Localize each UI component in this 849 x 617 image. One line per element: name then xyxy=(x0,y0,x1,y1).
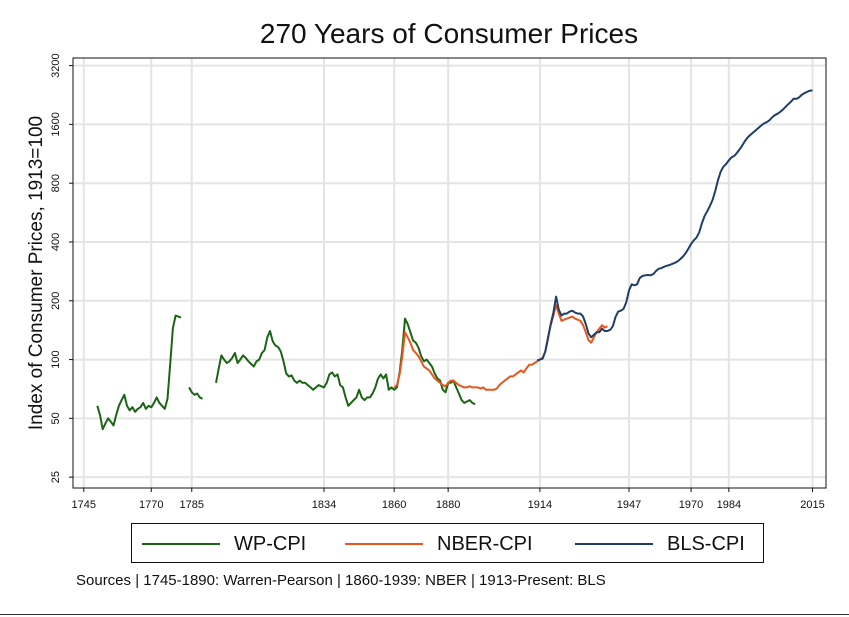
chart-title: 270 Years of Consumer Prices xyxy=(259,18,639,49)
x-tick-label: 2015 xyxy=(800,499,824,511)
grid-lines xyxy=(73,58,826,488)
legend-label-bls-cpi: BLS-CPI xyxy=(667,532,745,555)
x-tick-label: 1745 xyxy=(72,499,96,511)
series-line-wp-cpi xyxy=(188,386,203,400)
legend-item-nber-cpi: NBER-CPI xyxy=(345,533,533,555)
legend-label-nber-cpi: NBER-CPI xyxy=(437,532,533,555)
bottom-divider xyxy=(0,614,849,615)
x-tick-label: 1970 xyxy=(679,499,703,511)
series-line-wp-cpi xyxy=(96,314,182,431)
legend-label-wp-cpi: WP-CPI xyxy=(234,532,307,555)
series-line-wp-cpi xyxy=(215,317,476,407)
legend-item-bls-cpi: BLS-CPI xyxy=(575,533,745,555)
series-line-bls-cpi xyxy=(536,89,813,362)
x-tick-label: 1770 xyxy=(139,499,163,511)
y-tick-label: 800 xyxy=(50,174,62,192)
legend-item-wp-cpi: WP-CPI xyxy=(142,533,306,555)
y-tick-label: 25 xyxy=(50,471,62,483)
y-tick-label: 200 xyxy=(50,292,62,310)
x-tick-labels: 1745 1770 1785 1834 1860 1880 1914 1947 1970 1984… xyxy=(72,488,825,511)
y-tick-label: 400 xyxy=(50,233,62,251)
y-tick-label: 50 xyxy=(50,412,62,424)
x-tick-label: 1914 xyxy=(528,499,552,511)
legend-swatch-wp-cpi xyxy=(142,543,220,545)
x-tick-label: 1785 xyxy=(180,499,204,511)
source-note: Sources | 1745-1890: Warren-Pearson | 18… xyxy=(76,572,606,589)
x-tick-label: 1860 xyxy=(382,499,406,511)
y-tick-labels: 25 50 100 200 400 800 1600 3200 xyxy=(50,53,73,483)
x-tick-label: 1880 xyxy=(436,499,460,511)
x-tick-label: 1984 xyxy=(717,499,741,511)
legend-swatch-nber-cpi xyxy=(345,543,423,545)
y-tick-label: 3200 xyxy=(50,53,62,77)
x-tick-label: 1947 xyxy=(617,499,641,511)
y-tick-label: 1600 xyxy=(50,112,62,136)
plot-frame xyxy=(72,57,827,489)
y-tick-label: 100 xyxy=(50,350,62,368)
legend-swatch-bls-cpi xyxy=(575,543,653,545)
series-lines xyxy=(96,89,813,431)
x-tick-label: 1834 xyxy=(312,499,336,511)
series-line-nber-cpi xyxy=(393,304,608,391)
y-axis-label: Index of Consumer Prices, 1913=100 xyxy=(26,116,47,430)
legend: WP-CPI NBER-CPI BLS-CPI xyxy=(131,523,764,563)
